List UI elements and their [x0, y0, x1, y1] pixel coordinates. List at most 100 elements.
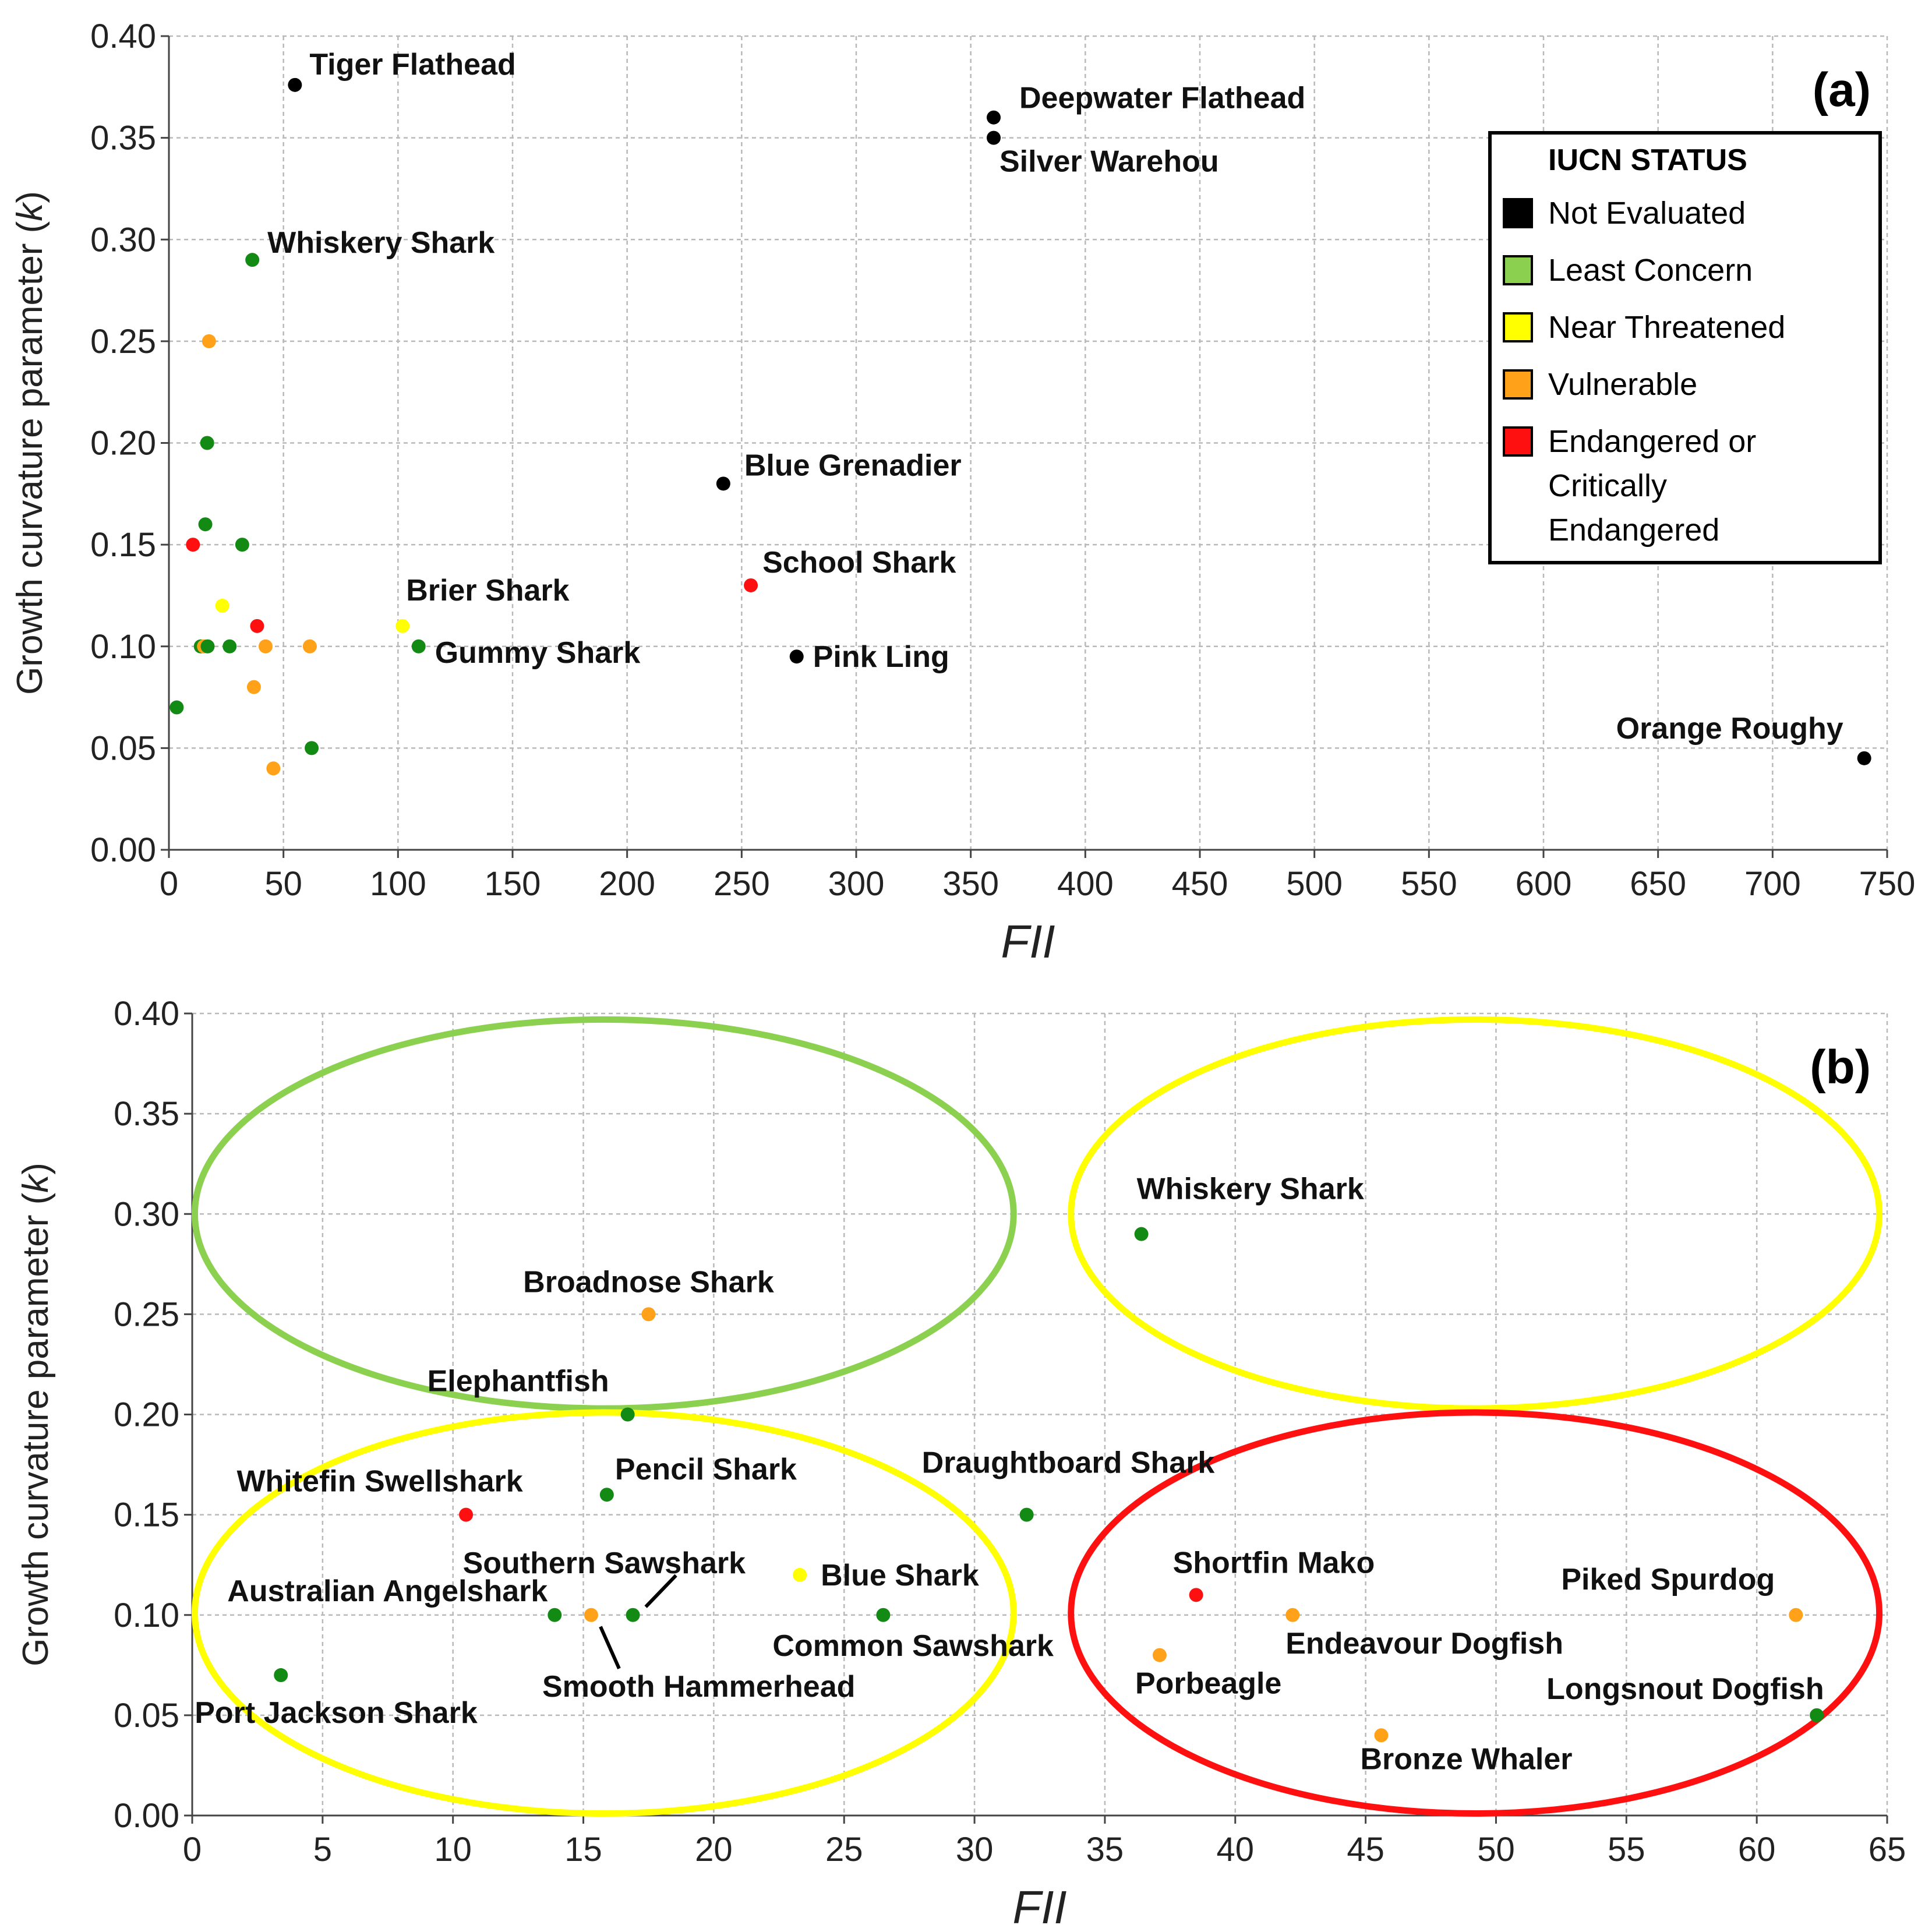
data-point	[744, 578, 758, 592]
y-tick-label: 0.40	[114, 995, 179, 1033]
legend-swatch	[1503, 255, 1533, 285]
x-tick-label: 60	[1738, 1831, 1776, 1869]
point-label: Common Sawshark	[772, 1629, 1054, 1663]
legend: IUCN STATUS Not Evaluated Least Concern Nea…	[1488, 131, 1882, 564]
data-point	[876, 1608, 891, 1622]
point-label: Longsnout Dogfish	[1546, 1672, 1824, 1706]
x-tick-label: 200	[599, 865, 655, 903]
x-tick-label: 35	[1086, 1831, 1124, 1869]
x-tick-label: 55	[1608, 1831, 1645, 1869]
point-label: Endeavour Dogfish	[1285, 1627, 1563, 1661]
x-tick-label: 700	[1744, 865, 1801, 903]
data-point	[548, 1608, 562, 1622]
data-point	[789, 649, 804, 664]
point-label: Shortfin Mako	[1173, 1546, 1375, 1580]
point-label: School Shark	[762, 546, 956, 580]
x-tick-label: 350	[942, 865, 999, 903]
y-tick-label: 0.30	[114, 1195, 179, 1233]
data-point	[169, 700, 184, 715]
point-label: Gummy Shark	[435, 636, 641, 670]
data-point	[1285, 1608, 1300, 1622]
x-tick-label: 30	[956, 1831, 994, 1869]
y-axis-title: Growth curvature parameter (k)	[16, 1163, 56, 1666]
legend-swatch	[1503, 198, 1533, 228]
data-point	[1374, 1728, 1389, 1743]
data-point	[793, 1567, 807, 1582]
legend-label: Endangered	[1548, 513, 1719, 548]
point-label: Whiskery Shark	[1137, 1172, 1364, 1206]
x-axis-title: FII	[1001, 916, 1055, 967]
x-tick-label: 750	[1859, 865, 1916, 903]
x-tick-label: 0	[160, 865, 178, 903]
legend-swatch	[1503, 369, 1533, 400]
point-label: Broadnose Shark	[523, 1265, 774, 1299]
x-tick-label: 5	[313, 1831, 332, 1869]
x-tick-label: 10	[434, 1831, 472, 1869]
grouping-ellipse	[1068, 1016, 1883, 1412]
data-point	[1857, 751, 1871, 765]
x-tick-label: 500	[1286, 865, 1343, 903]
data-point	[599, 1488, 614, 1502]
point-label: Australian Angelshark	[227, 1574, 548, 1608]
data-point	[1189, 1588, 1203, 1602]
data-point	[459, 1507, 474, 1522]
data-point	[395, 619, 410, 633]
data-point	[198, 517, 213, 532]
grouping-ellipse	[191, 1409, 1017, 1817]
point-label: Southern Sawshark	[463, 1546, 746, 1580]
x-tick-label: 0	[183, 1831, 202, 1869]
point-label: Silver Warehou	[999, 145, 1219, 179]
leader-line	[599, 1626, 621, 1669]
data-point	[305, 741, 319, 755]
point-label: Deepwater Flathead	[1019, 82, 1305, 115]
leader-line	[644, 1574, 677, 1608]
x-tick-label: 400	[1057, 865, 1114, 903]
data-point	[1810, 1708, 1824, 1722]
point-label: Blue Grenadier	[744, 448, 962, 482]
panel-label: (a)	[1813, 63, 1871, 116]
y-tick-label: 0.05	[90, 729, 156, 767]
data-point	[215, 598, 229, 613]
data-point	[626, 1608, 640, 1622]
legend-title: IUCN STATUS	[1548, 143, 1747, 177]
data-point	[200, 436, 214, 450]
y-tick-label: 0.10	[114, 1597, 179, 1634]
data-point	[202, 334, 216, 348]
point-label: Piked Spurdog	[1561, 1563, 1775, 1597]
point-label: Whitefin Swellshark	[236, 1465, 522, 1499]
data-point	[245, 253, 260, 267]
x-tick-label: 65	[1869, 1831, 1906, 1869]
y-tick-label: 0.10	[90, 628, 156, 666]
data-point	[246, 680, 261, 694]
data-point	[987, 130, 1001, 145]
point-label: Pink Ling	[813, 640, 949, 674]
legend-label: Vulnerable	[1548, 367, 1697, 402]
data-point	[222, 639, 237, 654]
legend-label: Least Concern	[1548, 253, 1753, 288]
x-tick-label: 15	[564, 1831, 602, 1869]
legend-label: Not Evaluated	[1548, 196, 1746, 231]
legend-swatch	[1503, 312, 1533, 342]
data-point	[186, 538, 200, 552]
x-tick-label: 40	[1217, 1831, 1255, 1869]
y-tick-label: 0.15	[90, 526, 156, 564]
point-label: Elephantfish	[428, 1365, 609, 1398]
y-tick-label: 0.00	[90, 831, 156, 869]
y-tick-label: 0.05	[114, 1697, 179, 1735]
y-tick-label: 0.25	[114, 1295, 179, 1333]
point-label: Smooth Hammerhead	[542, 1670, 855, 1704]
x-tick-label: 45	[1347, 1831, 1384, 1869]
data-point	[1134, 1227, 1149, 1241]
data-point	[584, 1608, 598, 1622]
y-axis-title: Growth curvature parameter (k)	[10, 191, 50, 695]
data-point	[716, 476, 730, 491]
data-point	[200, 639, 215, 654]
point-label: Porbeagle	[1135, 1667, 1281, 1701]
point-label: Bronze Whaler	[1360, 1742, 1572, 1776]
panel-b: 0 5 10 15 20 25 30 35 40 45 50 55 60 65 0.00 0.05 0.10 0.…	[16, 995, 1906, 1932]
point-label: Orange Roughy	[1616, 712, 1843, 746]
x-tick-label: 600	[1516, 865, 1572, 903]
point-label: Brier Shark	[406, 574, 569, 607]
point-label: Whiskery Shark	[267, 226, 495, 260]
